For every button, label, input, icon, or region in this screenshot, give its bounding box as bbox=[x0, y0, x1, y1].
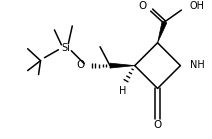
Text: O: O bbox=[76, 60, 84, 70]
Text: O: O bbox=[138, 1, 147, 11]
Text: H: H bbox=[119, 86, 127, 96]
Polygon shape bbox=[110, 63, 135, 68]
Text: O: O bbox=[153, 120, 162, 130]
Text: OH: OH bbox=[189, 1, 204, 11]
Polygon shape bbox=[158, 21, 167, 43]
Text: Si: Si bbox=[61, 43, 70, 53]
Text: NH: NH bbox=[190, 60, 205, 70]
